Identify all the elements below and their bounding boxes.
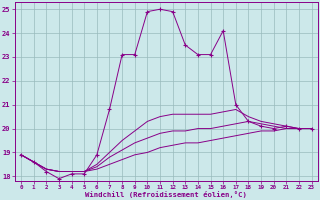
X-axis label: Windchill (Refroidissement éolien,°C): Windchill (Refroidissement éolien,°C) [85, 191, 247, 198]
